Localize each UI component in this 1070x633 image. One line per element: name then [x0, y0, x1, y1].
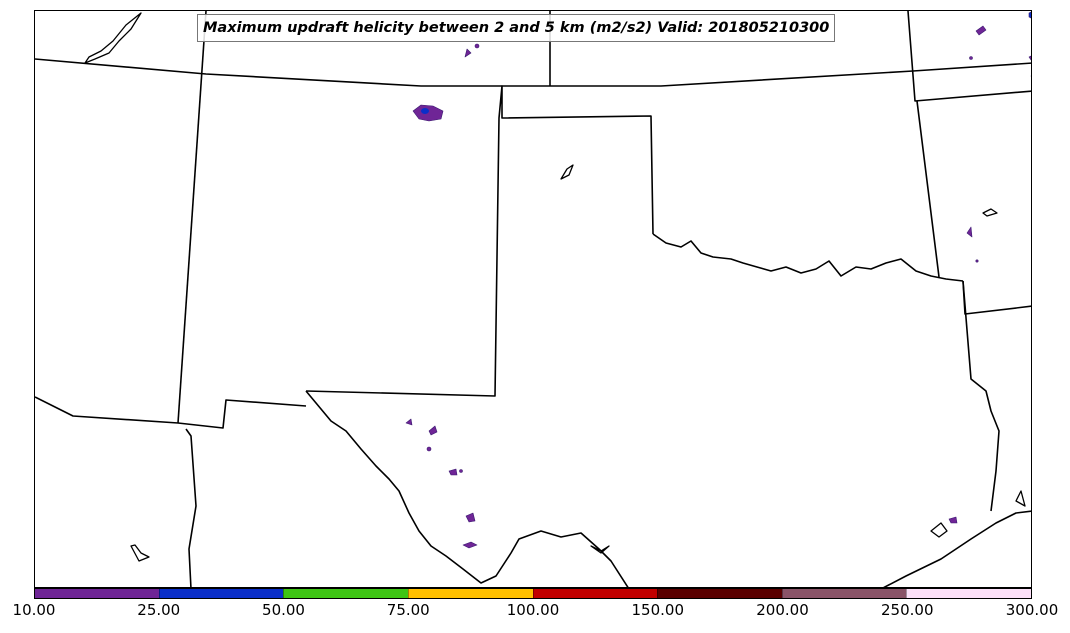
border-nm-mex: [177, 399, 307, 429]
colorbar-segment: [906, 589, 1031, 598]
colorbar-segment: [407, 589, 533, 598]
lake-small-5: [1015, 490, 1026, 507]
state-line-north: [35, 58, 1031, 87]
map-panel: [34, 10, 1032, 588]
map-title: Maximum updraft helicity between 2 and 5…: [197, 14, 836, 42]
helicity-patches: [405, 11, 1031, 549]
state-line-ar: [962, 280, 1031, 315]
state-line-ks-mo: [907, 11, 1031, 102]
colorbar: [34, 588, 1032, 599]
lake-small-1: [560, 164, 574, 180]
rio-grande: [305, 390, 629, 587]
lake-small-3: [130, 544, 150, 562]
colorbar-tick-label: 250.00: [881, 601, 934, 619]
gulf-coast: [883, 510, 1031, 587]
map-boundaries: [35, 11, 1031, 587]
state-line-tx-la: [962, 280, 1000, 512]
colorbar-tick-label: 100.00: [506, 601, 560, 619]
state-line-nm-tx: [305, 85, 654, 397]
colorbar-tick-label: 75.00: [386, 601, 430, 619]
colorbar-tick-label: 200.00: [756, 601, 809, 619]
state-line-ok-ar: [916, 100, 940, 278]
lake-small-2: [982, 208, 998, 217]
colorbar-tick-label: 25.00: [137, 601, 181, 619]
colorbar-segment: [35, 589, 159, 598]
colorbar-segment: [158, 589, 284, 598]
lake-small-6: [930, 522, 948, 538]
colorbar-segment: [283, 589, 408, 598]
helicity-patch-large: [412, 104, 444, 122]
colorbar-segment: [532, 589, 658, 598]
state-line-az-nm: [177, 11, 207, 424]
colorbar-tick-label: 10.00: [12, 601, 56, 619]
colorbar-segment: [781, 589, 907, 598]
red-river: [652, 233, 964, 282]
colorbar-tick-label: 300.00: [1005, 601, 1059, 619]
colorbar-tick-label: 50.00: [262, 601, 305, 619]
border-az-mex: [35, 396, 179, 424]
lake-utah: [84, 12, 142, 64]
colorbar-tick-label: 150.00: [631, 601, 685, 619]
mex-line-a: [185, 428, 197, 587]
colorbar-segment: [657, 589, 782, 598]
lake-small-4: [590, 545, 610, 554]
